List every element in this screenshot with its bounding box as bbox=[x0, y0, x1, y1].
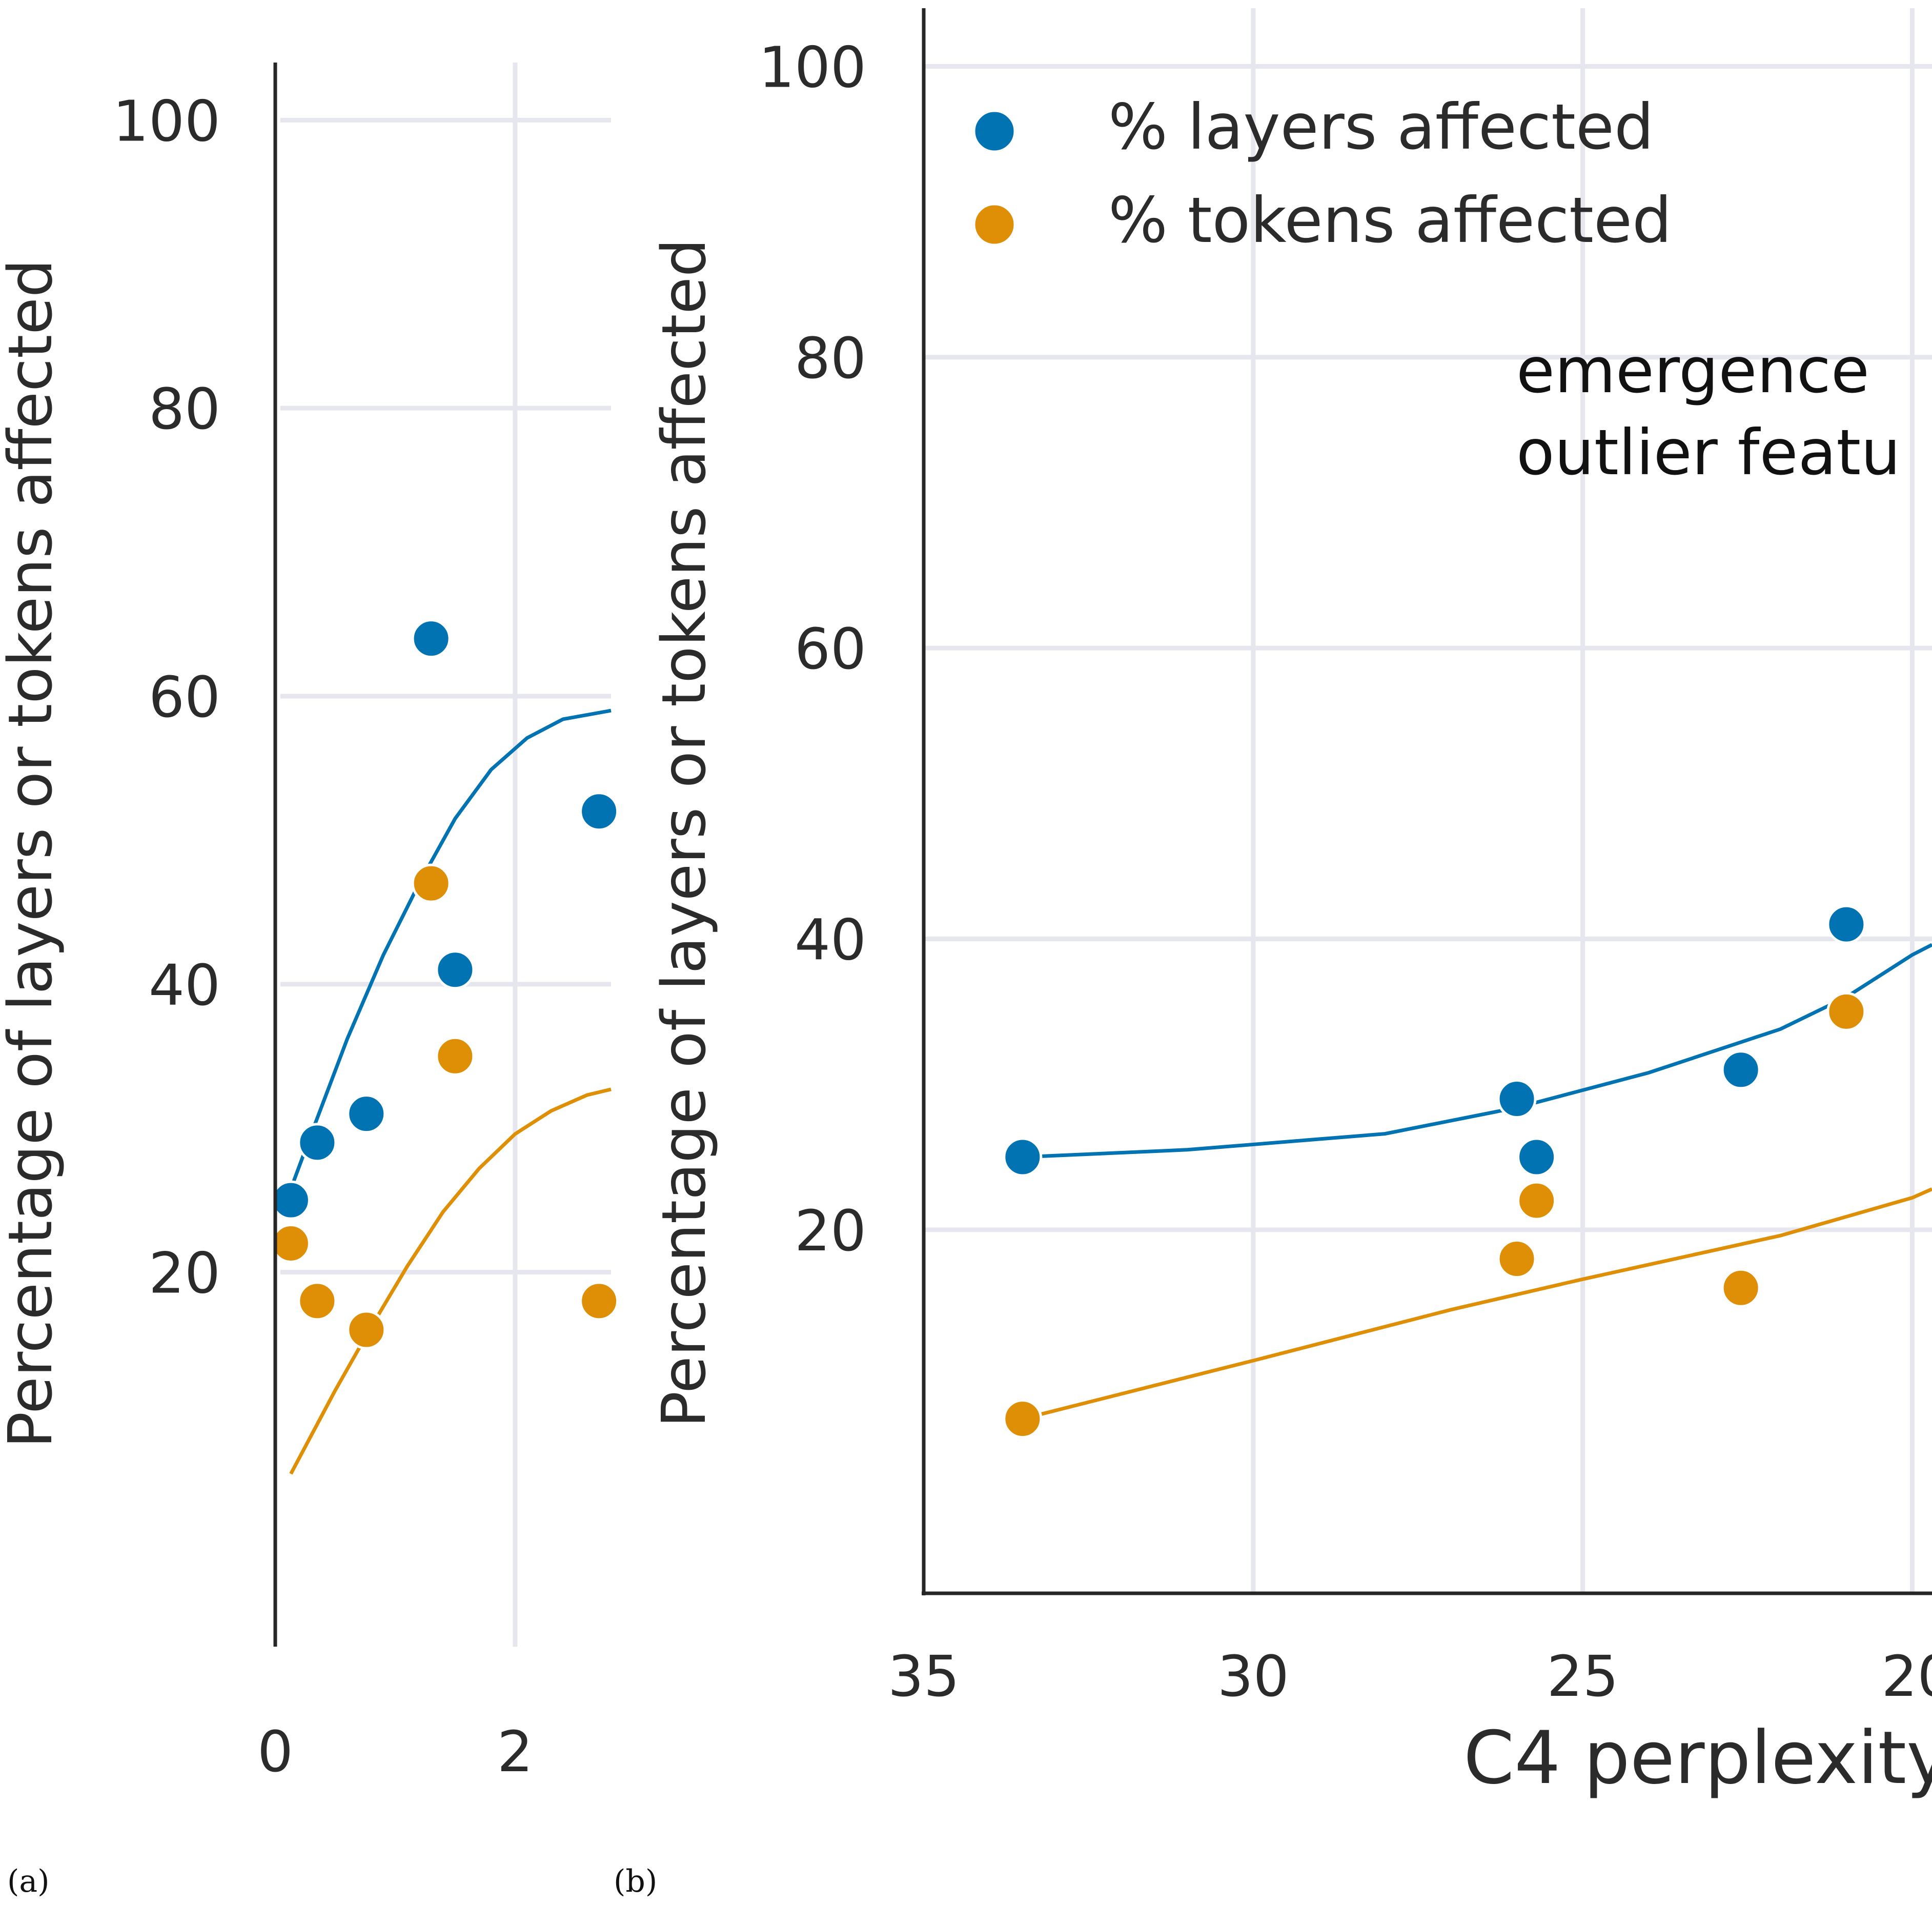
panel-b-annotation-line-2: outlier featu bbox=[1516, 416, 1901, 489]
y-tick-label: 80 bbox=[795, 326, 866, 391]
x-tick-label: 0 bbox=[257, 1719, 293, 1785]
data-point-layers bbox=[411, 619, 451, 659]
panel-a-points bbox=[271, 619, 619, 1350]
panel-b-annotation-line-1: emergence bbox=[1516, 334, 1869, 407]
panel-a-caption: (a) bbox=[7, 1863, 50, 1899]
data-point-tokens bbox=[271, 1223, 311, 1263]
data-point-layers bbox=[579, 792, 619, 832]
y-tick-label: 80 bbox=[149, 376, 220, 442]
panel-b-y-axis-label: Percentage of layers or tokens affected bbox=[648, 238, 719, 1428]
data-point-layers bbox=[1721, 1050, 1761, 1090]
panel-b-tick-labels: 20 40 60 80 100 35 30 25 20 bbox=[759, 34, 1932, 1709]
data-point-layers bbox=[1497, 1079, 1537, 1119]
fit-line-layers bbox=[1022, 943, 1932, 1159]
legend-marker-tokens bbox=[972, 202, 1016, 247]
legend-label-tokens: % tokens affected bbox=[1108, 184, 1672, 257]
data-point-tokens bbox=[579, 1281, 619, 1321]
data-point-layers bbox=[347, 1094, 387, 1134]
x-tick-label: 25 bbox=[1547, 1644, 1619, 1709]
y-tick-label: 60 bbox=[795, 616, 866, 682]
data-point-layers bbox=[271, 1180, 311, 1220]
panel-b-gridlines bbox=[924, 8, 1932, 1593]
data-point-tokens bbox=[1721, 1268, 1761, 1308]
legend-marker-layers bbox=[972, 109, 1016, 153]
data-point-layers bbox=[1517, 1137, 1557, 1177]
data-point-tokens bbox=[1826, 991, 1866, 1031]
panel-b: 20 40 60 80 100 35 30 25 20 Percentage of layers… bbox=[614, 8, 1932, 1899]
panel-b-fit-lines bbox=[1022, 943, 1932, 1421]
panel-a: 20 40 60 80 100 0 2 Percentage of layers or to… bbox=[0, 63, 619, 1899]
data-point-tokens bbox=[411, 863, 451, 903]
x-tick-label: 2 bbox=[497, 1719, 533, 1785]
data-point-tokens bbox=[1517, 1181, 1557, 1221]
panel-b-x-axis-label: C4 perplexity bbox=[1463, 1716, 1932, 1800]
panel-a-y-axis-label: Percentage of layers or tokens affected bbox=[0, 259, 66, 1448]
y-tick-label: 20 bbox=[149, 1241, 220, 1306]
fit-line-layers bbox=[279, 708, 612, 1215]
panel-a-tick-labels: 20 40 60 80 100 0 2 bbox=[113, 88, 533, 1785]
fit-line-tokens bbox=[1022, 1187, 1932, 1421]
data-point-layers bbox=[1003, 1137, 1043, 1177]
data-point-tokens bbox=[347, 1310, 387, 1350]
x-tick-label: 30 bbox=[1217, 1644, 1289, 1709]
data-point-layers bbox=[1826, 904, 1866, 944]
legend-label-layers: % layers affected bbox=[1108, 91, 1654, 164]
fit-line-tokens bbox=[289, 1087, 612, 1475]
data-point-layers bbox=[435, 950, 475, 990]
panel-b-caption: (b) bbox=[614, 1863, 657, 1899]
data-point-layers bbox=[297, 1123, 337, 1163]
panel-b-legend: % layers affected % tokens affected bbox=[972, 91, 1672, 257]
y-tick-label: 20 bbox=[795, 1198, 866, 1264]
data-point-tokens bbox=[1003, 1399, 1043, 1439]
data-point-tokens bbox=[435, 1036, 475, 1076]
y-tick-label: 40 bbox=[149, 952, 220, 1018]
panel-b-points bbox=[1003, 904, 1866, 1439]
y-tick-label: 100 bbox=[759, 34, 866, 100]
panel-a-gridlines bbox=[280, 63, 611, 1647]
panel-a-fit-lines bbox=[279, 708, 612, 1475]
x-tick-label: 20 bbox=[1881, 1644, 1932, 1709]
y-tick-label: 60 bbox=[149, 664, 220, 730]
y-tick-label: 100 bbox=[113, 88, 220, 154]
data-point-tokens bbox=[1497, 1239, 1537, 1279]
data-point-tokens bbox=[297, 1281, 337, 1321]
y-tick-label: 40 bbox=[795, 907, 866, 972]
x-tick-label: 35 bbox=[888, 1644, 960, 1709]
